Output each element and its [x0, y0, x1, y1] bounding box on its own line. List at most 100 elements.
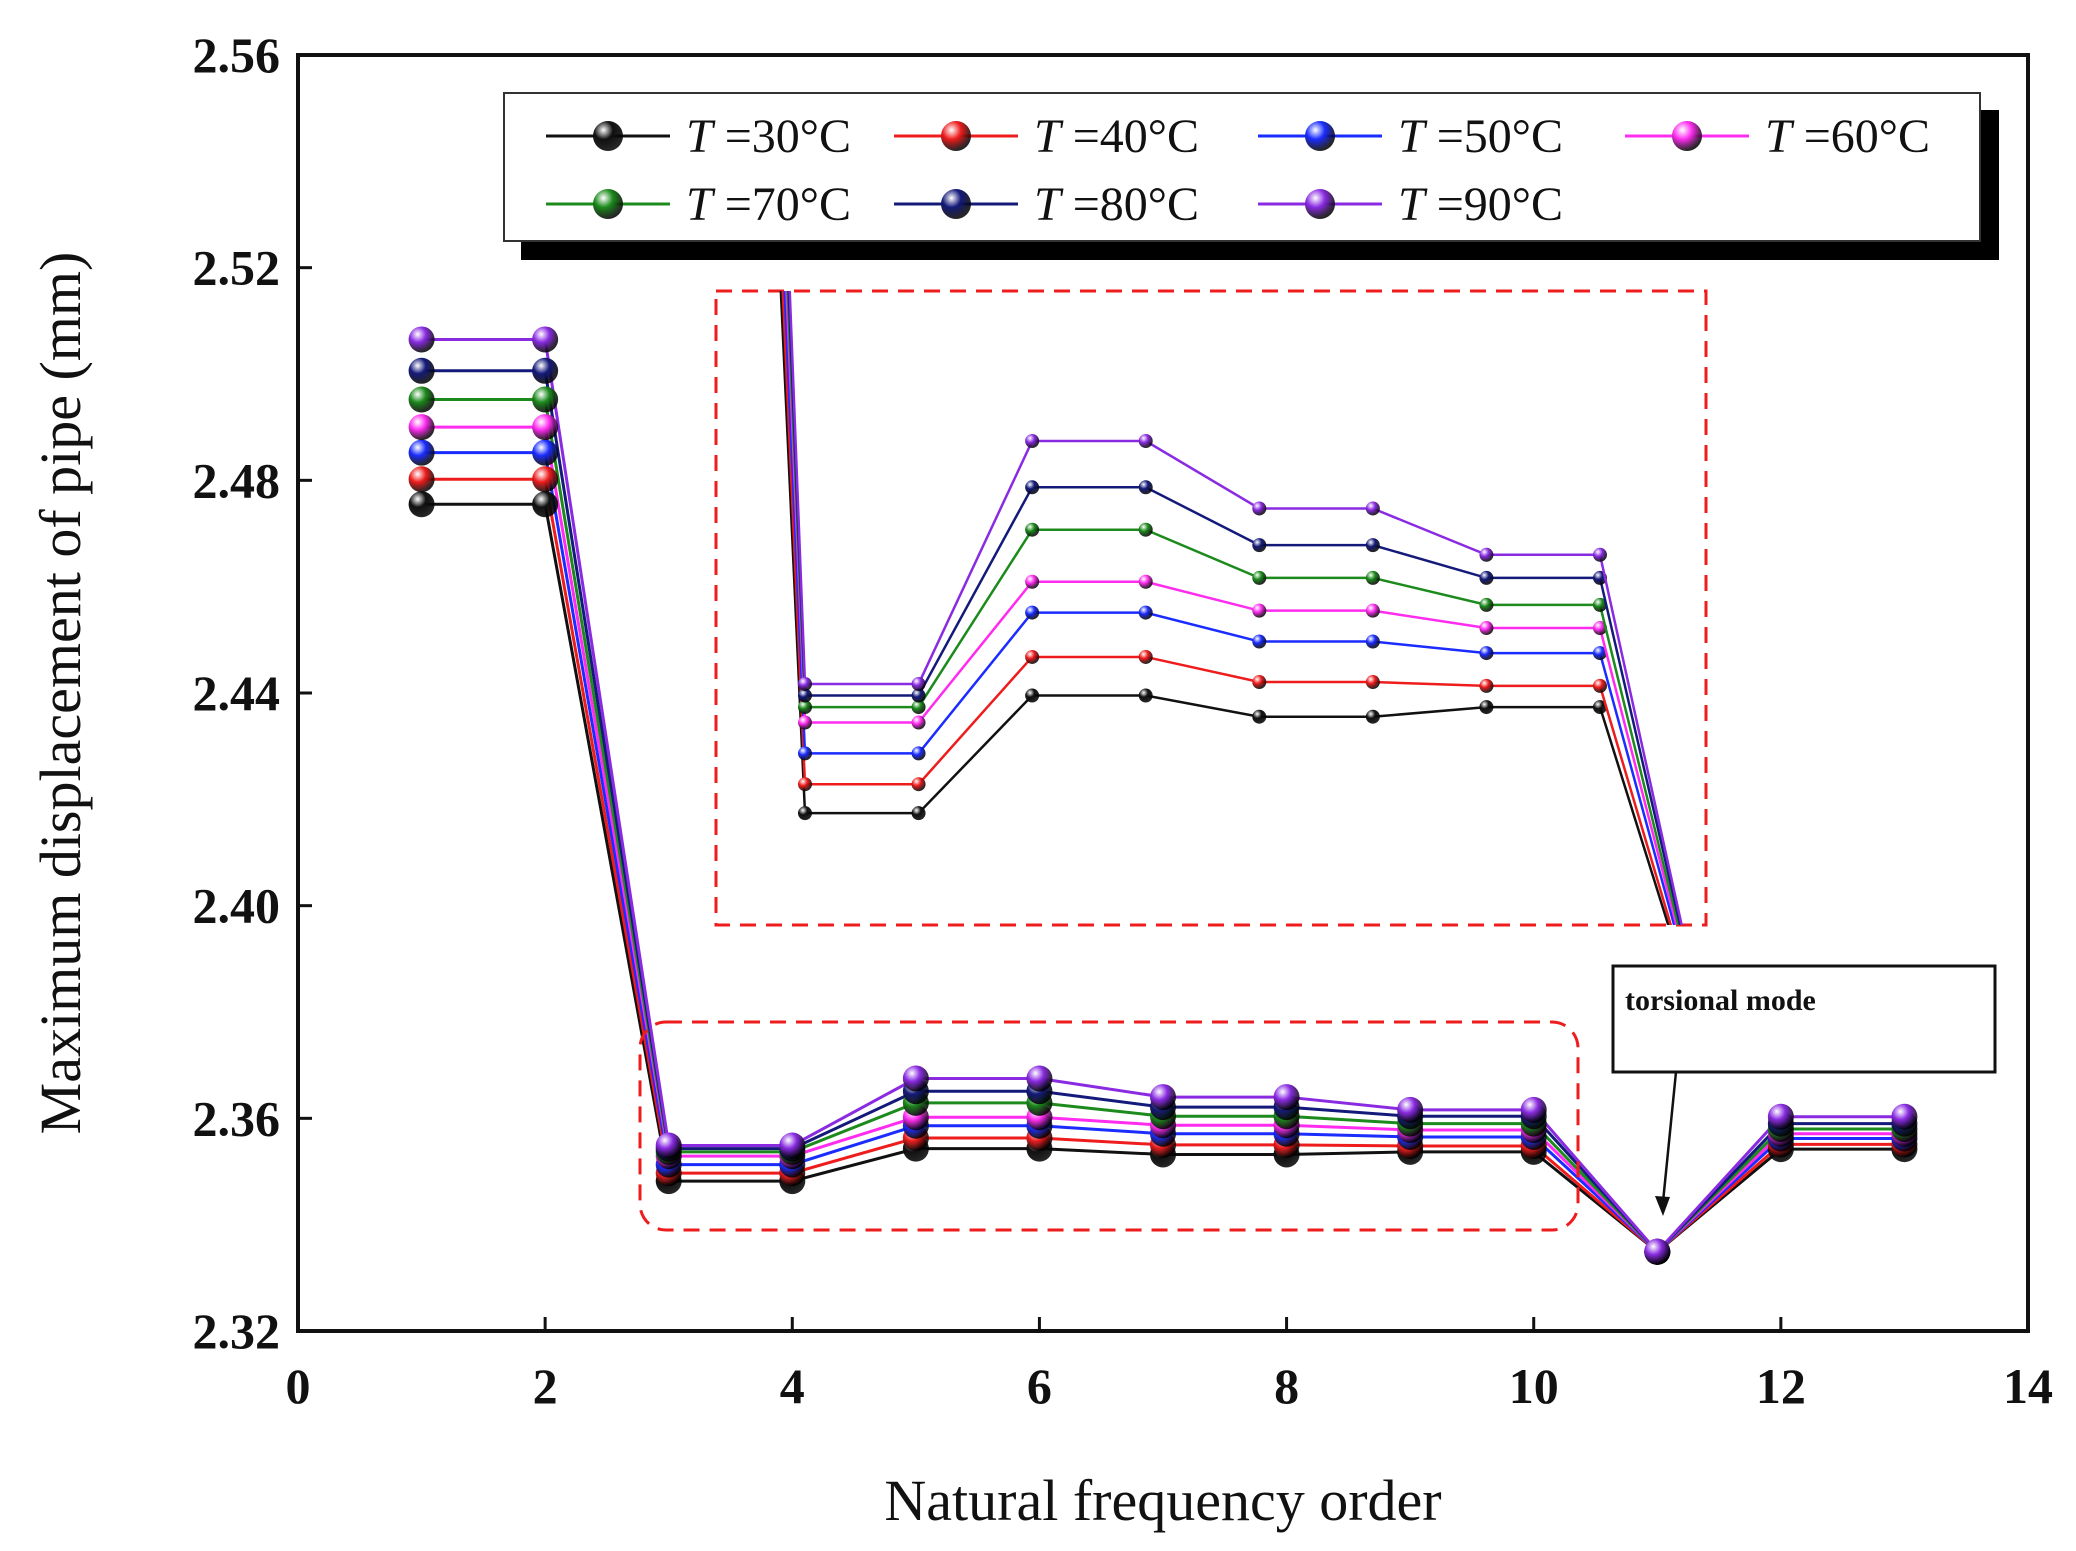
y-tick-label: 2.40 [193, 878, 281, 934]
legend-variable: T [1034, 178, 1064, 231]
data-point [532, 414, 559, 441]
main-series [408, 326, 1918, 1265]
inset-data-point [1593, 678, 1607, 693]
inset-data-point [1138, 605, 1153, 620]
data-point [532, 439, 559, 466]
x-tick-label: 10 [1509, 1358, 1559, 1414]
y-axis-title: Maximum displacement of pipe (mm) [28, 252, 93, 1135]
inset-data-point [1365, 570, 1380, 585]
legend-item: T =60°C [1625, 110, 1930, 163]
legend-label: T =60°C [1765, 110, 1930, 163]
data-point [408, 439, 435, 466]
inset-data-point [1252, 634, 1267, 649]
inset-box [714, 289, 1708, 927]
x-tick-label: 4 [780, 1358, 805, 1414]
legend-variable: T [686, 178, 716, 231]
legend-marker [941, 121, 971, 151]
data-point [532, 357, 559, 384]
inset-data-point [1252, 709, 1267, 724]
legend-label: T =40°C [1034, 110, 1199, 163]
legend-value: =80°C [1061, 178, 1199, 231]
inset-data-point [798, 777, 812, 792]
inset-data-point [1025, 605, 1040, 620]
legend-item: T =90°C [1258, 178, 1563, 231]
inset-data-point [1252, 675, 1267, 690]
inset-data-point [1252, 538, 1267, 553]
legend-variable: T [1034, 110, 1064, 163]
data-point [1644, 1238, 1671, 1265]
inset-data-point [1365, 603, 1380, 618]
legend-label: T =80°C [1034, 178, 1199, 231]
data-point [408, 386, 435, 413]
legend-item: T =70°C [546, 178, 851, 231]
legend: T =30°C T =40°C T =50°C T =60°CT =70°C T =80… [503, 92, 1981, 242]
x-tick-label: 2 [533, 1358, 558, 1414]
legend-value: =50°C [1425, 110, 1563, 163]
inset-data-point [1025, 434, 1040, 448]
inset-data-point [1025, 649, 1040, 664]
data-point [1273, 1084, 1300, 1111]
data-point [1891, 1103, 1918, 1130]
annotation-text: torsional mode [1625, 984, 1816, 1017]
inset-data-point [798, 746, 812, 761]
annotation-box [1611, 964, 1997, 1074]
axis-ticks: 0 2 4 6 8 10 12 14 2.32 2.36 2.40 2.44 2.48 2.52 2.56 [193, 27, 2054, 1414]
legend-value: =30°C [713, 110, 851, 163]
data-point [779, 1132, 806, 1159]
inset-data-point [911, 688, 926, 703]
legend-variable: T [686, 110, 716, 163]
data-point [1150, 1084, 1176, 1111]
inset-data-point [1025, 480, 1040, 495]
inset-data-point [1138, 434, 1153, 448]
inset-data-point [798, 688, 812, 703]
legend-marker [593, 121, 623, 151]
y-tick-label: 2.44 [193, 665, 281, 721]
inset-data-point [1138, 522, 1153, 537]
inset-data-point [798, 700, 812, 715]
inset-data-point [1138, 649, 1153, 664]
y-tick-label: 2.56 [193, 27, 281, 83]
annotation-arrowhead [1655, 1196, 1670, 1216]
data-point [408, 491, 435, 518]
x-axis-title: Natural frequency order [884, 1468, 1441, 1533]
inset-data-point [1479, 570, 1494, 585]
inset-data-point [1593, 597, 1607, 612]
inset-data-point [1479, 700, 1494, 715]
data-point [532, 466, 559, 493]
inset-data-point [798, 715, 812, 730]
inset-data-point [911, 746, 926, 761]
inset-data-point [1479, 597, 1494, 612]
inset-data-point [911, 777, 926, 792]
inset-data-point [1365, 675, 1380, 690]
inset-data-point [1025, 522, 1040, 537]
data-point [532, 326, 559, 353]
inset-data-point [1365, 634, 1380, 649]
x-tick-label: 0 [286, 1358, 311, 1414]
inset-data-point [798, 676, 812, 691]
inset-data-point [911, 700, 926, 715]
legend-item: T =30°C [546, 110, 851, 163]
y-tick-label: 2.52 [193, 240, 281, 296]
inset-data-point [1479, 547, 1494, 562]
x-tick-label: 14 [2003, 1358, 2053, 1414]
data-point [1767, 1103, 1794, 1130]
legend-label: T =30°C [686, 110, 851, 163]
legend-item: T =50°C [1258, 110, 1563, 163]
y-tick-label: 2.36 [193, 1090, 281, 1146]
inset-data-point [911, 715, 926, 730]
legend-value: =40°C [1061, 110, 1199, 163]
data-point [408, 466, 435, 493]
inset-data-point [1138, 574, 1153, 589]
inset-data-point [911, 676, 926, 691]
legend-variable: T [1765, 110, 1795, 163]
data-point [532, 491, 559, 518]
data-point [408, 326, 435, 353]
data-point [408, 357, 435, 384]
legend-marker [941, 189, 971, 219]
inset-data-point [1479, 678, 1494, 693]
inset-data-point [1593, 646, 1607, 661]
inset-data-point [1593, 621, 1607, 636]
inset-data-point [1593, 547, 1607, 562]
inset-data-point [1025, 574, 1040, 589]
